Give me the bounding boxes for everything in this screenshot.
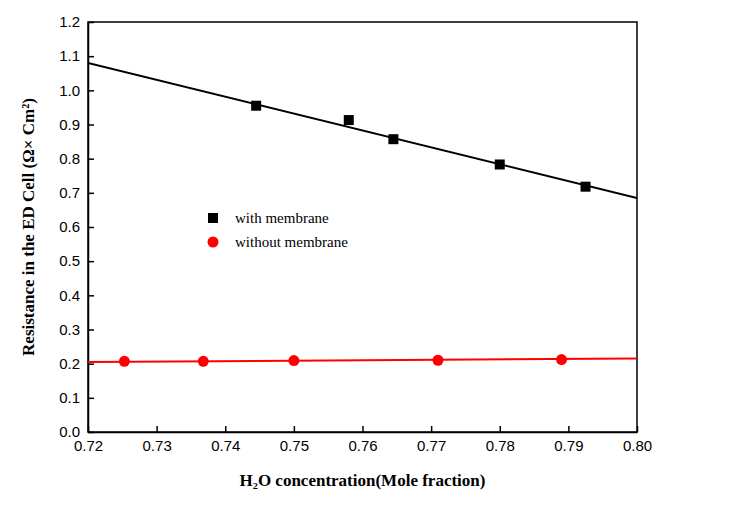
- x-tick: 0.73: [143, 426, 172, 454]
- y-tick-mark: [88, 329, 94, 331]
- y-tick: 0.9: [59, 116, 94, 133]
- data-point: [495, 159, 505, 169]
- y-tick-mark: [88, 295, 94, 297]
- y-tick-label: 0.9: [59, 116, 80, 133]
- data-point: [581, 182, 591, 192]
- x-tick: 0.75: [280, 426, 309, 454]
- data-point: [288, 355, 299, 366]
- y-tick-label: 0.0: [59, 423, 80, 440]
- fit-line: [88, 63, 637, 198]
- data-point: [198, 356, 209, 367]
- y-tick: 1.1: [59, 47, 94, 64]
- y-tick-label: 0.1: [59, 389, 80, 406]
- x-tick: 0.79: [554, 426, 583, 454]
- x-tick-mark: [225, 426, 227, 432]
- chart: 0.720.730.740.750.760.770.780.790.800.00…: [0, 0, 734, 524]
- y-tick-mark: [88, 227, 94, 229]
- x-tick-mark: [362, 426, 364, 432]
- x-tick-label: 0.78: [486, 437, 515, 454]
- y-tick: 0.3: [59, 321, 94, 338]
- y-axis: 0.0 0.1 0.2 0.3 0.4 0.5 0.6 0.7 0.8 0.9 1.0 1.1 1.2: [59, 13, 94, 440]
- y-tick-label: 1.1: [59, 47, 80, 64]
- fit-line: [88, 359, 637, 362]
- y-tick-label: 0.7: [59, 184, 80, 201]
- y-tick-mark: [88, 158, 94, 160]
- plot-frame: [88, 22, 637, 432]
- legend: with membrane without membrane: [208, 210, 349, 250]
- x-tick-mark: [431, 426, 433, 432]
- plot-marks: [88, 63, 637, 367]
- legend-entry: without membrane: [208, 234, 349, 250]
- y-tick-label: 0.2: [59, 355, 80, 372]
- y-tick-label: 0.8: [59, 150, 80, 167]
- x-tick-label: 0.80: [623, 437, 652, 454]
- data-point: [344, 115, 354, 125]
- data-point: [388, 134, 398, 144]
- y-tick-label: 0.4: [59, 287, 80, 304]
- y-tick-mark: [88, 90, 94, 92]
- y-tick-label: 1.2: [59, 13, 80, 30]
- y-tick: 0.2: [59, 355, 94, 372]
- y-axis-title: Resistance in the ED Cell (Ω× Cm²): [19, 98, 38, 356]
- y-tick-mark: [88, 398, 94, 400]
- x-tick-label: 0.73: [143, 437, 172, 454]
- data-point: [251, 101, 261, 111]
- x-tick-label: 0.75: [280, 437, 309, 454]
- legend-label: without membrane: [235, 234, 348, 250]
- data-point: [119, 356, 130, 367]
- x-tick-label: 0.77: [417, 437, 446, 454]
- legend-label: with membrane: [235, 210, 329, 226]
- y-tick: 0.6: [59, 218, 94, 235]
- x-axis-title: H₂O concentration(Mole fraction): [240, 471, 486, 490]
- legend-marker: [208, 213, 218, 223]
- y-tick: 0.5: [59, 252, 94, 269]
- x-tick-label: 0.79: [554, 437, 583, 454]
- data-point: [556, 354, 567, 365]
- x-axis: 0.720.730.740.750.760.770.780.790.80: [74, 426, 652, 454]
- y-tick: 0.1: [59, 389, 94, 406]
- y-tick: 0.7: [59, 184, 94, 201]
- y-tick-mark: [88, 193, 94, 195]
- y-tick: 0.4: [59, 287, 94, 304]
- data-point: [432, 355, 443, 366]
- x-tick-mark: [568, 426, 570, 432]
- y-tick-mark: [88, 363, 94, 365]
- legend-entry: with membrane: [208, 210, 329, 226]
- x-tick: 0.76: [348, 426, 377, 454]
- x-tick: 0.77: [417, 426, 446, 454]
- legend-marker: [208, 237, 219, 248]
- x-tick-mark: [294, 426, 296, 432]
- x-tick: 0.74: [211, 426, 240, 454]
- y-tick: 1.0: [59, 82, 94, 99]
- x-tick-label: 0.74: [211, 437, 240, 454]
- y-tick-label: 0.5: [59, 252, 80, 269]
- y-tick-mark: [88, 124, 94, 126]
- x-tick-mark: [156, 426, 158, 432]
- x-tick-mark: [500, 426, 502, 432]
- y-tick-label: 0.3: [59, 321, 80, 338]
- y-tick-label: 0.6: [59, 218, 80, 235]
- y-tick-mark: [88, 56, 94, 58]
- y-tick: 0.8: [59, 150, 94, 167]
- y-tick-label: 1.0: [59, 82, 80, 99]
- y-tick-mark: [88, 261, 94, 263]
- x-tick-label: 0.76: [348, 437, 377, 454]
- x-tick: 0.78: [486, 426, 515, 454]
